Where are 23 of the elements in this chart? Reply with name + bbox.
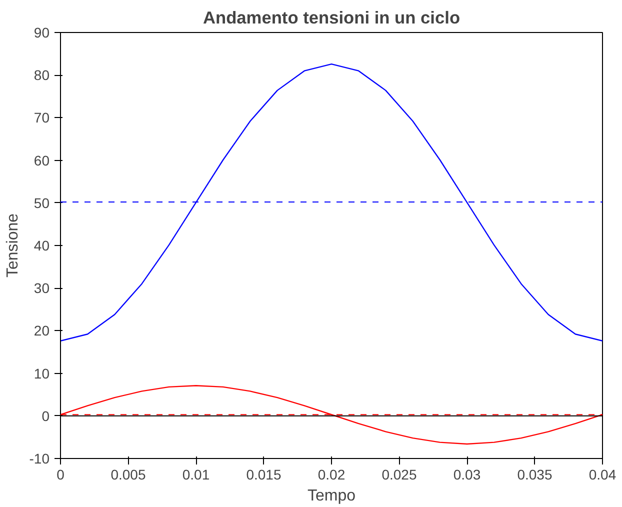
- x-axis-title: Tempo: [307, 488, 356, 504]
- y-tick-label: 0: [42, 408, 50, 424]
- x-tick-label: 0.01: [182, 466, 210, 482]
- y-tick-label: 70: [34, 110, 50, 126]
- y-tick-label: 40: [34, 238, 50, 254]
- x-tick-label: 0.04: [588, 466, 616, 482]
- y-tick-label: 90: [34, 24, 50, 40]
- x-tick-label: 0.035: [517, 466, 552, 482]
- y-tick-label: 80: [34, 67, 50, 84]
- y-tick-label: -10: [29, 450, 50, 466]
- y-axis-title: Tensione: [4, 213, 22, 278]
- x-tick-label: 0.03: [453, 466, 481, 482]
- y-tick-label: 30: [34, 280, 50, 296]
- chart-title: Andamento tensioni in un ciclo: [202, 8, 460, 28]
- x-tick-label: 0.025: [382, 466, 417, 482]
- y-tick-label: 50: [34, 194, 50, 211]
- x-tick-label: 0.005: [110, 466, 146, 482]
- y-tick-label: 60: [34, 152, 50, 168]
- y-tick-label: 10: [34, 365, 50, 382]
- x-tick-label: 0: [56, 466, 65, 482]
- x-tick-label: 0.02: [318, 466, 346, 482]
- y-tick-label: 20: [34, 322, 50, 339]
- x-tick-label: 0.015: [246, 466, 282, 482]
